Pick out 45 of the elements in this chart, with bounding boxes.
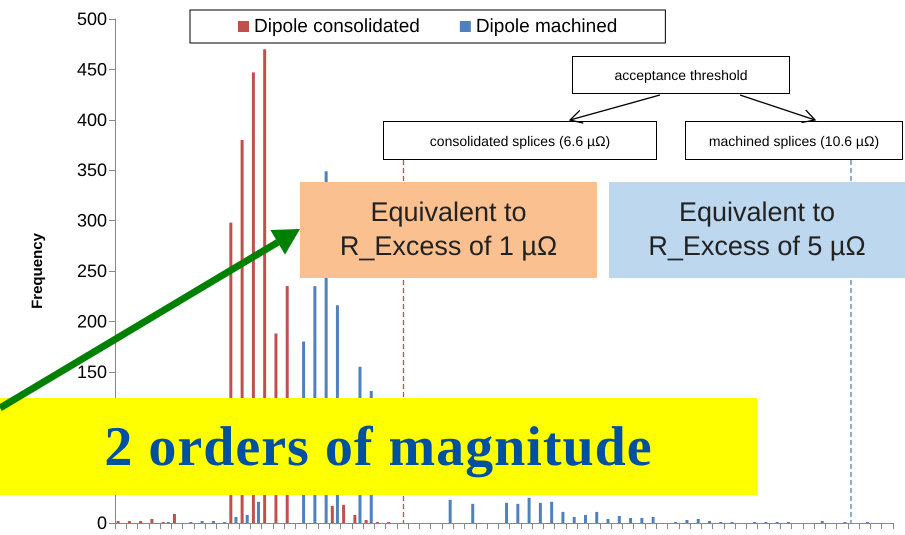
y-tick-label: 200 — [76, 311, 107, 332]
bar — [528, 498, 531, 523]
y-tick-label: 400 — [76, 110, 107, 130]
legend-label: Dipole machined — [476, 16, 618, 37]
bar — [561, 512, 564, 523]
callout-box: acceptance threshold — [572, 56, 790, 94]
y-tick-label: 150 — [76, 362, 107, 382]
bar — [595, 512, 598, 523]
bar — [234, 516, 238, 523]
bar — [584, 514, 587, 523]
callout-box: Equivalent to R_Excess of 5 µΩ — [609, 182, 905, 278]
bar — [505, 502, 508, 523]
y-axis-title: Frequency — [29, 232, 46, 309]
callout-box: 2 orders of magnitude — [0, 398, 757, 495]
bar — [606, 518, 610, 523]
callout-box: Equivalent to R_Excess of 1 µΩ — [300, 182, 597, 278]
bar — [330, 506, 334, 523]
legend-label: Dipole consolidated — [254, 16, 420, 37]
callout-box: consolidated splices (6.6 µΩ) — [383, 121, 657, 160]
bar — [342, 504, 346, 523]
bar — [448, 500, 452, 523]
bar — [685, 520, 688, 523]
y-tick-label: 300 — [76, 210, 107, 231]
y-tick-label: 0 — [96, 513, 107, 533]
bar — [516, 504, 520, 523]
bar — [629, 518, 632, 523]
y-tick-label: 250 — [76, 261, 107, 281]
bar — [696, 518, 700, 523]
bar — [256, 502, 260, 523]
bar — [364, 520, 368, 523]
bar — [618, 516, 621, 523]
callout-box: machined splices (10.6 µΩ) — [685, 121, 903, 160]
bar — [550, 502, 554, 523]
bar — [246, 514, 249, 523]
bar — [640, 518, 644, 523]
y-tick-label: 450 — [76, 59, 107, 80]
bar — [652, 516, 655, 523]
y-tick-label: 500 — [76, 9, 107, 29]
bar — [353, 514, 356, 523]
bar — [150, 518, 154, 523]
bar — [572, 516, 576, 523]
y-tick-label: 350 — [76, 160, 107, 180]
bar — [172, 514, 176, 523]
bar — [538, 502, 542, 523]
bar — [471, 504, 474, 523]
